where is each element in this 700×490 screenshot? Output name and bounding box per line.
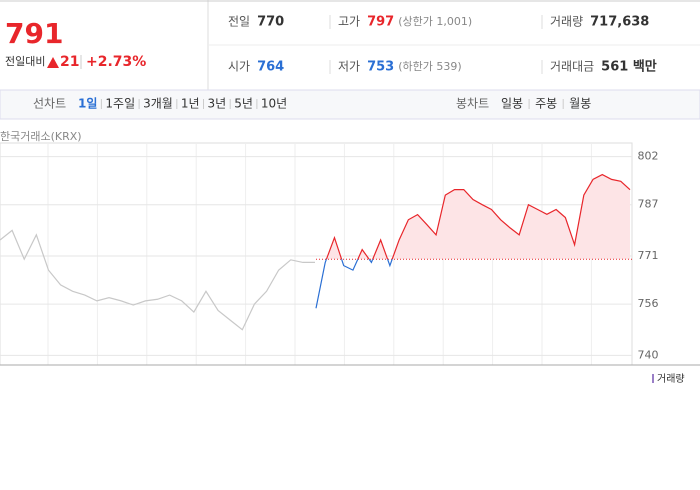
- stat-value: 717,638: [590, 15, 649, 30]
- y-tick-label: 787: [638, 198, 659, 211]
- tab[interactable]: 1일: [78, 97, 97, 111]
- today-line-up: [325, 173, 631, 260]
- stat-label: 거래대금: [550, 60, 594, 74]
- y-tick-label: 802: [638, 150, 659, 163]
- change-rate: +2.73%: [86, 54, 146, 70]
- stat-note: (하한가 539): [398, 59, 461, 73]
- stat-label: 고가: [338, 15, 360, 29]
- price: 791: [5, 17, 63, 50]
- previous-day-line: [0, 229, 315, 331]
- source: 한국거래소(KRX): [0, 130, 82, 143]
- y-tick-label: 756: [638, 297, 659, 310]
- stat-value: 770: [257, 15, 284, 30]
- stat-value: 561 백만: [601, 59, 657, 75]
- change: 21: [60, 54, 79, 70]
- tab-bar: [0, 89, 700, 120]
- y-tick-label: 771: [638, 249, 659, 262]
- volume-legend: 거래량: [657, 373, 685, 385]
- y-tick-label: 740: [638, 348, 659, 361]
- stat-label: 전일: [228, 15, 250, 29]
- stat-value: 797: [367, 15, 394, 30]
- tab[interactable]: 3년: [208, 97, 227, 111]
- volume-legend-icon: [652, 374, 654, 383]
- stat-value: 753: [367, 60, 394, 75]
- tab[interactable]: 10년: [261, 97, 287, 111]
- up-icon: [47, 57, 59, 68]
- stat-label: 시가: [228, 60, 250, 74]
- stat-note: (상한가 1,001): [398, 15, 472, 28]
- tab-group-label: 선차트: [33, 97, 66, 111]
- tab[interactable]: 주봉: [535, 97, 557, 111]
- stat-label: 거래량: [550, 15, 583, 29]
- tab[interactable]: 월봉: [569, 97, 591, 111]
- today-area: [326, 174, 630, 260]
- tab[interactable]: 5년: [234, 97, 253, 111]
- tab[interactable]: 일봉: [501, 97, 523, 111]
- tab-group-label: 봉차트: [456, 97, 489, 111]
- change-label: 전일대비: [5, 54, 45, 68]
- tab[interactable]: 1년: [181, 97, 200, 111]
- tab[interactable]: 1주일: [105, 97, 135, 111]
- tab[interactable]: 3개월: [143, 97, 173, 111]
- stat-value: 764: [257, 60, 284, 75]
- stat-label: 저가: [338, 60, 360, 74]
